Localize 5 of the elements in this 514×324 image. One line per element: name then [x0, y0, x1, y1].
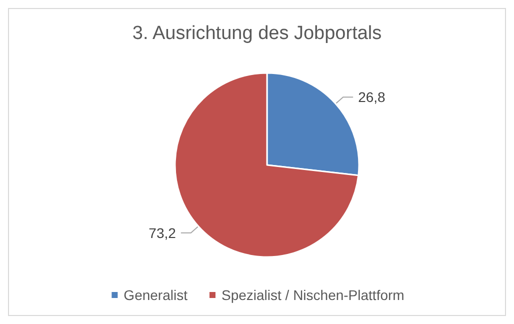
data-label: 73,2 — [148, 224, 176, 241]
chart-title: 3. Ausrichtung des Jobportals — [132, 23, 382, 44]
data-label: 26,8 — [358, 89, 386, 106]
legend-label: Generalist — [124, 287, 188, 303]
legend-label: Spezialist / Nischen-Plattform — [221, 287, 404, 303]
